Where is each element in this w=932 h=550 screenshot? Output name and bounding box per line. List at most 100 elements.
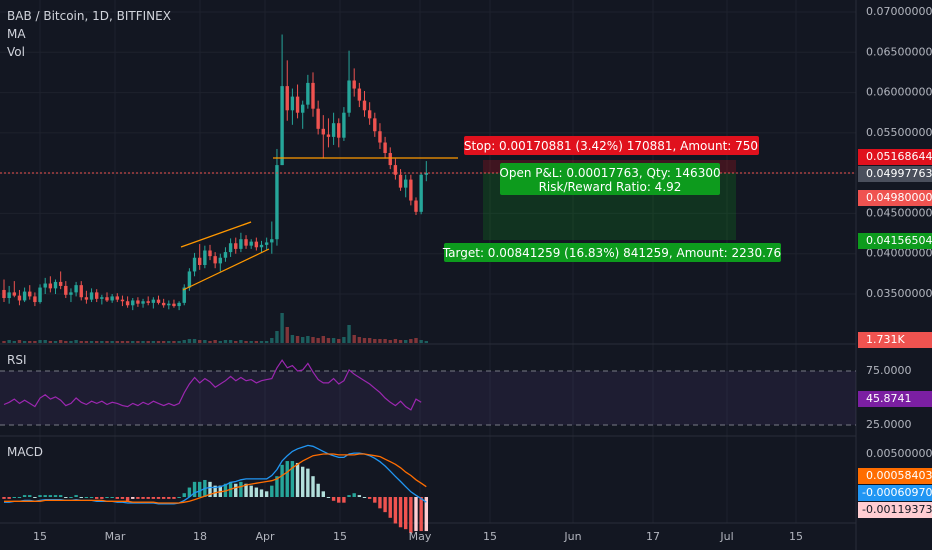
candle-body[interactable] xyxy=(136,300,140,304)
vol-legend[interactable]: Vol xyxy=(7,45,25,59)
candle-body[interactable] xyxy=(151,299,156,303)
candle-body[interactable] xyxy=(115,296,119,300)
candle-body[interactable] xyxy=(105,297,109,301)
candle-body[interactable] xyxy=(342,112,346,138)
candle-body[interactable] xyxy=(28,291,32,297)
candle-body[interactable] xyxy=(239,239,243,249)
stop-label-box[interactable]: Stop: 0.00170881 (3.42%) 170881, Amount:… xyxy=(464,136,759,155)
candle-body[interactable] xyxy=(53,281,58,289)
candle-body[interactable] xyxy=(383,142,387,153)
candle-body[interactable] xyxy=(352,80,356,89)
candle-body[interactable] xyxy=(331,123,336,137)
candle-body[interactable] xyxy=(337,123,341,138)
macd-histogram-bar xyxy=(28,495,32,497)
candle-body[interactable] xyxy=(362,100,367,111)
candle-body[interactable] xyxy=(373,118,377,132)
candle-body[interactable] xyxy=(125,301,130,306)
candle-body[interactable] xyxy=(100,297,104,299)
candle-body[interactable] xyxy=(95,292,99,299)
candle-body[interactable] xyxy=(69,292,73,295)
candle-body[interactable] xyxy=(208,250,212,257)
candle-body[interactable] xyxy=(347,80,351,113)
candle-body[interactable] xyxy=(234,243,238,249)
macd-histogram-bar xyxy=(192,481,197,497)
candle-body[interactable] xyxy=(172,303,176,307)
candle-body[interactable] xyxy=(290,96,295,111)
candle-body[interactable] xyxy=(167,303,171,306)
target-label-box[interactable]: Target: 0.00841259 (16.83%) 841259, Amou… xyxy=(442,243,781,262)
candle-body[interactable] xyxy=(316,108,320,129)
candle-body[interactable] xyxy=(146,301,150,303)
candle-body[interactable] xyxy=(187,271,192,288)
candle-body[interactable] xyxy=(7,292,11,299)
candle-body[interactable] xyxy=(378,131,382,143)
candle-body[interactable] xyxy=(419,174,423,212)
candle-body[interactable] xyxy=(218,257,222,264)
candle-body[interactable] xyxy=(424,173,428,175)
candle-body[interactable] xyxy=(177,302,181,307)
candle-body[interactable] xyxy=(84,297,89,300)
candle-body[interactable] xyxy=(48,283,53,289)
candle-body[interactable] xyxy=(161,302,166,306)
candle-body[interactable] xyxy=(393,165,398,175)
macd-histogram-bar xyxy=(125,497,130,501)
candle-body[interactable] xyxy=(259,244,264,248)
candle-body[interactable] xyxy=(409,179,413,201)
candle-body[interactable] xyxy=(223,252,228,258)
macd-legend[interactable]: MACD xyxy=(7,445,43,459)
candle-body[interactable] xyxy=(38,287,42,303)
candle-body[interactable] xyxy=(17,295,22,301)
macd-histogram-bar xyxy=(342,497,346,503)
channel-lower-trendline[interactable] xyxy=(182,248,270,291)
candle-body[interactable] xyxy=(213,256,217,264)
candle-body[interactable] xyxy=(43,283,47,288)
candle-body[interactable] xyxy=(131,300,135,306)
candle-body[interactable] xyxy=(280,86,284,166)
candle-body[interactable] xyxy=(33,296,37,303)
volume-bar xyxy=(100,341,104,343)
candle-body[interactable] xyxy=(398,174,403,188)
rsi-legend[interactable]: RSI xyxy=(7,353,27,367)
candle-body[interactable] xyxy=(141,301,145,304)
candle-body[interactable] xyxy=(254,241,259,248)
candle-body[interactable] xyxy=(388,153,392,166)
candle-body[interactable] xyxy=(22,291,27,301)
candle-body[interactable] xyxy=(203,250,207,265)
candle-body[interactable] xyxy=(285,86,289,111)
candle-body[interactable] xyxy=(110,296,114,301)
candle-body[interactable] xyxy=(192,257,197,272)
candle-body[interactable] xyxy=(198,257,202,265)
candle-body[interactable] xyxy=(2,289,6,299)
candle-body[interactable] xyxy=(295,96,300,113)
candle-body[interactable] xyxy=(414,200,418,212)
time-axis[interactable]: 15 Mar 18 Apr 15 May 15 Jun 17 Jul 15 xyxy=(33,530,803,543)
candle-body[interactable] xyxy=(357,88,362,101)
candle-body[interactable] xyxy=(301,104,305,113)
candle-body[interactable] xyxy=(270,239,274,243)
macd-histogram-bar xyxy=(419,497,423,532)
candle-body[interactable] xyxy=(58,281,63,286)
candle-body[interactable] xyxy=(311,82,315,109)
candle-body[interactable] xyxy=(264,242,269,245)
candle-body[interactable] xyxy=(12,292,16,296)
pnl-label-box[interactable]: Open P&L: 0.00017763, Qty: 146300 Risk/R… xyxy=(499,163,721,195)
candle-body[interactable] xyxy=(404,179,408,188)
candle-body[interactable] xyxy=(64,285,68,295)
candle-body[interactable] xyxy=(79,285,83,298)
channel-upper-trendline[interactable] xyxy=(180,221,252,248)
candle-body[interactable] xyxy=(228,243,233,253)
candle-body[interactable] xyxy=(326,134,331,137)
candle-body[interactable] xyxy=(249,241,253,246)
candle-body[interactable] xyxy=(367,110,372,119)
candle-body[interactable] xyxy=(306,82,310,105)
candle-body[interactable] xyxy=(244,239,248,246)
candle-body[interactable] xyxy=(120,299,125,302)
ma-legend[interactable]: MA xyxy=(7,27,26,41)
candle-body[interactable] xyxy=(156,299,161,303)
candle-body[interactable] xyxy=(321,128,325,135)
candle-body[interactable] xyxy=(89,292,94,300)
candle-body[interactable] xyxy=(275,165,279,240)
candle-body[interactable] xyxy=(74,285,78,293)
candle-body[interactable] xyxy=(182,287,186,303)
